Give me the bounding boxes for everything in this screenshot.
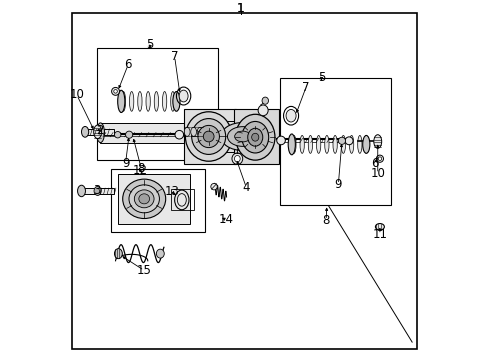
Text: 8: 8	[322, 214, 329, 227]
Ellipse shape	[146, 91, 150, 111]
Ellipse shape	[114, 249, 122, 258]
Ellipse shape	[114, 131, 121, 138]
Text: 9: 9	[334, 178, 342, 191]
Ellipse shape	[191, 118, 225, 154]
Ellipse shape	[242, 121, 268, 153]
Ellipse shape	[375, 224, 384, 230]
Text: 10: 10	[69, 89, 84, 102]
Ellipse shape	[134, 190, 154, 208]
Bar	[97, 48, 217, 161]
Ellipse shape	[170, 91, 175, 111]
Text: 13: 13	[164, 185, 179, 198]
Text: 7: 7	[302, 81, 309, 94]
Text: 9: 9	[122, 157, 129, 170]
Ellipse shape	[373, 135, 381, 148]
Ellipse shape	[210, 184, 217, 190]
Bar	[183, 109, 235, 164]
Ellipse shape	[78, 185, 85, 197]
Text: 1: 1	[237, 3, 244, 15]
Text: 12: 12	[132, 164, 147, 177]
Text: 2: 2	[96, 124, 103, 137]
Ellipse shape	[251, 133, 258, 141]
Bar	[118, 174, 190, 224]
Ellipse shape	[338, 137, 345, 144]
Ellipse shape	[345, 137, 352, 145]
Ellipse shape	[111, 87, 119, 95]
Ellipse shape	[262, 97, 268, 104]
Ellipse shape	[349, 135, 353, 153]
Ellipse shape	[114, 90, 117, 93]
Text: 10: 10	[369, 167, 385, 180]
Bar	[171, 189, 194, 210]
Ellipse shape	[118, 90, 124, 112]
Ellipse shape	[247, 128, 262, 146]
Bar	[111, 170, 204, 232]
Ellipse shape	[324, 135, 328, 153]
Ellipse shape	[197, 127, 203, 136]
Text: 3: 3	[93, 184, 101, 197]
Ellipse shape	[179, 90, 188, 102]
Ellipse shape	[357, 135, 361, 153]
Ellipse shape	[94, 125, 102, 139]
Ellipse shape	[129, 91, 134, 111]
Ellipse shape	[81, 126, 88, 137]
Ellipse shape	[172, 91, 180, 111]
Text: 7: 7	[170, 50, 178, 63]
Ellipse shape	[258, 105, 267, 116]
Bar	[81, 188, 114, 194]
Ellipse shape	[122, 179, 165, 219]
Text: 5: 5	[146, 38, 154, 51]
Ellipse shape	[177, 194, 186, 206]
Ellipse shape	[332, 135, 337, 153]
Ellipse shape	[138, 91, 142, 111]
Ellipse shape	[96, 123, 104, 143]
Ellipse shape	[175, 130, 183, 139]
Ellipse shape	[234, 131, 250, 142]
Ellipse shape	[231, 153, 242, 165]
Ellipse shape	[190, 127, 196, 136]
Ellipse shape	[291, 135, 295, 153]
Text: 1: 1	[237, 3, 244, 15]
Bar	[280, 78, 390, 205]
Ellipse shape	[234, 156, 240, 162]
Text: 4: 4	[242, 181, 249, 194]
Ellipse shape	[154, 91, 158, 111]
Ellipse shape	[377, 157, 381, 161]
Ellipse shape	[203, 131, 214, 142]
Ellipse shape	[121, 91, 125, 111]
Ellipse shape	[276, 136, 285, 145]
Text: 14: 14	[218, 213, 233, 226]
Ellipse shape	[287, 134, 295, 155]
Ellipse shape	[215, 123, 223, 143]
Text: 15: 15	[137, 264, 151, 277]
Ellipse shape	[221, 122, 264, 150]
Ellipse shape	[156, 249, 164, 258]
Ellipse shape	[376, 155, 383, 162]
Text: 11: 11	[372, 228, 386, 241]
Ellipse shape	[198, 125, 219, 148]
Ellipse shape	[227, 127, 257, 147]
Ellipse shape	[362, 135, 369, 153]
Ellipse shape	[94, 186, 101, 195]
Bar	[233, 109, 278, 164]
Ellipse shape	[307, 135, 312, 153]
Ellipse shape	[316, 135, 320, 153]
Ellipse shape	[300, 135, 304, 153]
Text: 8: 8	[137, 162, 145, 175]
Ellipse shape	[235, 114, 274, 160]
Ellipse shape	[184, 127, 190, 136]
Text: 6: 6	[124, 58, 132, 71]
Bar	[85, 129, 114, 135]
Ellipse shape	[125, 131, 132, 138]
Ellipse shape	[139, 194, 149, 204]
Ellipse shape	[185, 112, 231, 161]
Text: 6: 6	[371, 157, 378, 170]
Ellipse shape	[162, 91, 166, 111]
Ellipse shape	[129, 185, 159, 213]
Text: 5: 5	[317, 71, 325, 84]
Ellipse shape	[285, 109, 295, 122]
Ellipse shape	[341, 135, 345, 153]
Bar	[219, 121, 265, 152]
Bar	[101, 123, 219, 143]
